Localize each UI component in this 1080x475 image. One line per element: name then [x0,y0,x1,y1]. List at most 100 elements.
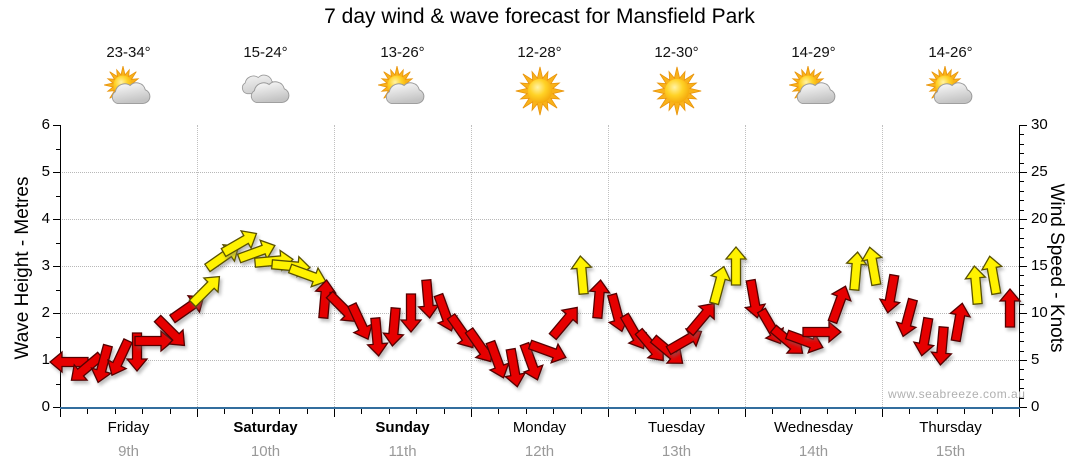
right-axis-tick [1020,360,1027,361]
right-axis-minor-tick [1020,247,1024,249]
right-axis-minor-tick [1020,322,1024,324]
wind-arrow [218,221,262,265]
wind-arrow [920,324,964,368]
bottom-minor-tick [279,409,281,414]
v-gridline [745,125,746,407]
bottom-minor-tick [114,409,116,414]
sun-icon [512,64,568,118]
left-axis-minor-tick [56,289,60,291]
wind-arrow [903,315,947,359]
left-tick-label: 6 [41,116,50,133]
wind-arrow [475,338,519,382]
wind-arrow [98,336,142,380]
right-axis-minor-tick [1020,303,1024,305]
h-gridline [60,219,1019,220]
wind-arrow [886,296,930,340]
v-gridline [882,125,883,407]
wind-arrow [697,263,741,307]
wind-arrow [509,340,553,384]
wind-arrow [389,291,433,335]
day-date-label: 13th [661,443,692,460]
v-gridline [608,125,609,407]
day-temperature-range: 12-28° [517,44,562,61]
bottom-minor-tick [169,409,171,414]
right-tick-label: 5 [1031,351,1040,368]
right-tick-label: 30 [1031,116,1048,133]
left-axis-tick [53,266,60,267]
right-axis-tick [1020,313,1027,314]
wind-arrow [543,300,587,344]
bottom-minor-tick [936,409,938,414]
day-temperature-range: 23-34° [106,44,151,61]
wind-arrow [577,277,621,321]
bottom-minor-tick [443,409,445,414]
bottom-minor-tick [361,409,363,414]
right-tick-label: 20 [1031,210,1048,227]
bottom-minor-tick [799,409,801,414]
right-axis-minor-tick [1020,181,1024,183]
bottom-minor-tick [498,409,500,414]
v-gridline [471,125,472,407]
day-temperature-range: 15-24° [243,44,288,61]
day-name-label: Saturday [233,419,298,436]
sun-cloud-icon [786,64,842,118]
v-gridline [197,125,198,407]
day-boundary-tick [334,409,335,417]
left-tick-label: 3 [41,257,50,274]
bottom-minor-tick [991,409,993,414]
right-axis-tick [1020,172,1027,173]
day-boundary-tick [882,409,883,417]
left-tick-label: 2 [41,304,50,321]
wind-arrow [286,253,330,297]
bottom-minor-tick [662,409,664,414]
left-axis-minor-tick [56,148,60,150]
bottom-minor-tick [306,409,308,414]
left-axis-tick [53,407,60,408]
day-temperature-range: 14-26° [928,44,973,61]
bottom-minor-tick [909,409,911,414]
day-boundary-tick [1019,409,1020,417]
right-axis-minor-tick [1020,162,1024,164]
left-axis-tick [53,219,60,220]
right-axis-minor-tick [1020,388,1024,390]
right-axis-minor-tick [1020,143,1024,145]
bottom-minor-tick [525,409,527,414]
day-boundary-tick [60,409,61,417]
day-name-label: Monday [512,419,567,436]
sun-cloud-icon [923,64,979,118]
bottom-minor-tick [772,409,774,414]
right-tick-label: 0 [1031,398,1040,415]
bottom-minor-tick [388,409,390,414]
wind-arrow [526,329,570,373]
wind-arrow [971,253,1015,297]
wind-arrow [817,282,861,326]
right-axis-minor-tick [1020,275,1024,277]
wind-arrow [355,315,399,359]
day-name-label: Wednesday [774,419,853,436]
bottom-minor-tick [690,409,692,414]
right-axis-minor-tick [1020,331,1024,333]
right-axis-minor-tick [1020,369,1024,371]
right-axis-line [1019,125,1020,409]
wind-arrow [184,268,228,312]
left-tick-label: 4 [41,210,50,227]
right-axis-minor-tick [1020,209,1024,211]
bottom-minor-tick [416,409,418,414]
wind-arrow [492,346,536,390]
day-date-label: 15th [935,443,966,460]
day-boundary-tick [745,409,746,417]
day-temperature-range: 13-26° [380,44,425,61]
right-axis-minor-tick [1020,294,1024,296]
right-axis-tick [1020,266,1027,267]
wind-arrow [303,277,347,321]
left-tick-label: 0 [41,398,50,415]
left-axis-tick [53,172,60,173]
chart-title: 7 day wind & wave forecast for Mansfield… [324,5,755,28]
h-gridline [60,172,1019,173]
wind-arrow [560,253,604,297]
wind-arrow [149,310,193,354]
wind-arrow [714,244,758,288]
right-axis-minor-tick [1020,237,1024,239]
left-axis-minor-tick [56,336,60,338]
sun-cloud-icon [101,64,157,118]
